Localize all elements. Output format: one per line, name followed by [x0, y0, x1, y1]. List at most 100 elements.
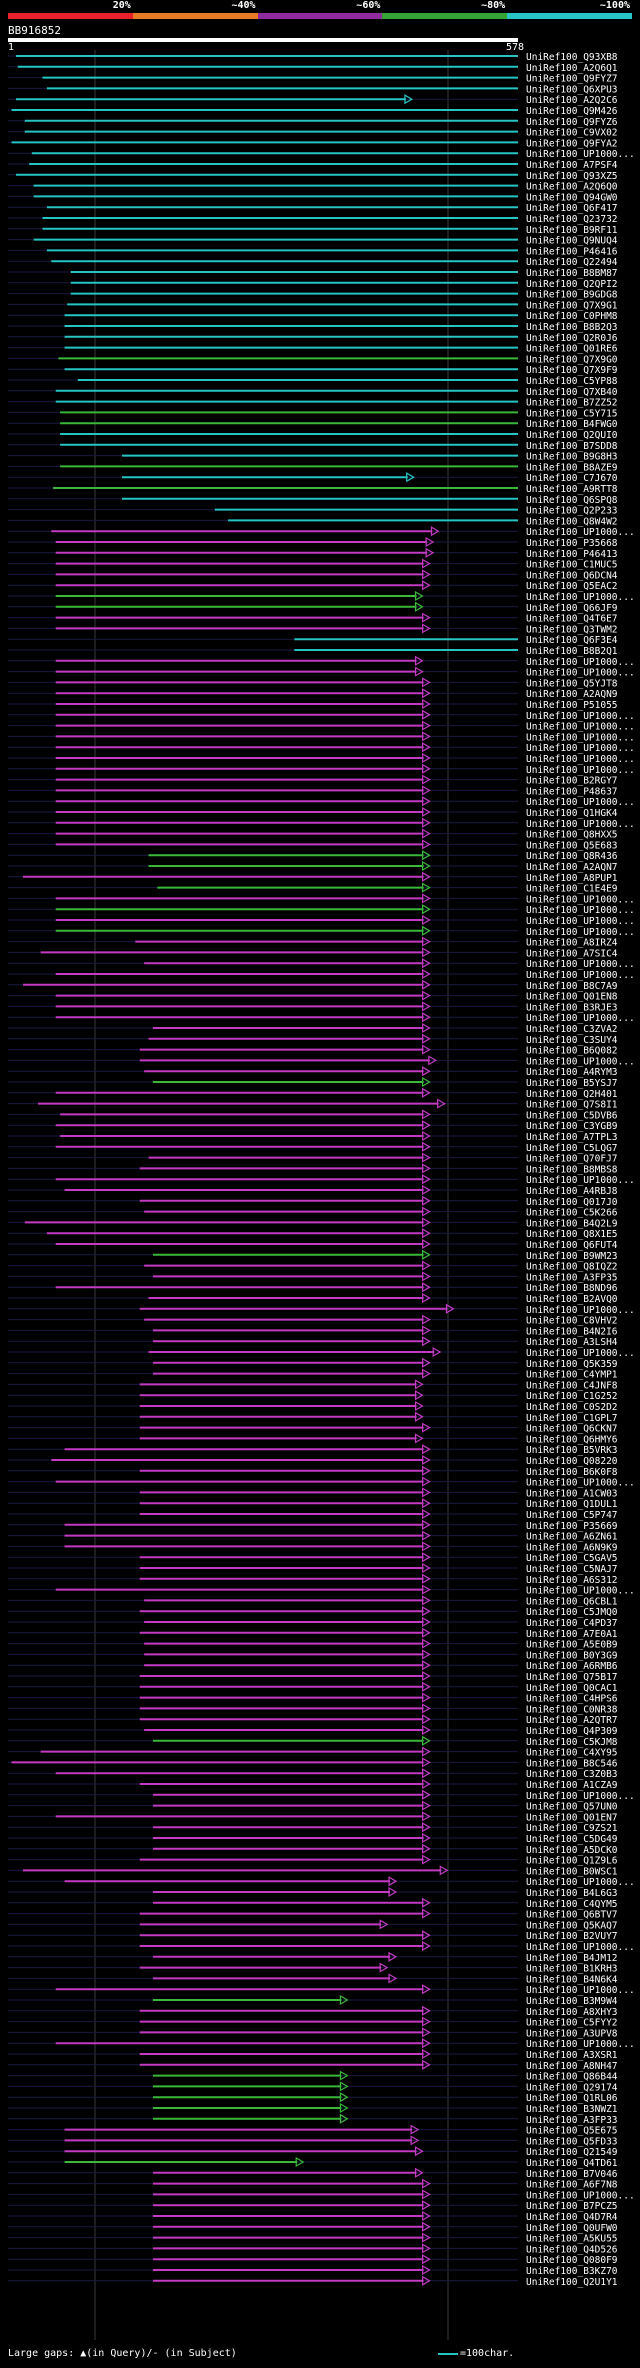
hit-arrowhead — [422, 2221, 431, 2232]
hit-arrowhead — [422, 1519, 431, 1530]
hit-label: UniRef100_P35669 — [526, 1521, 618, 1532]
identity-segment — [8, 13, 133, 19]
hit-arrowhead — [422, 2016, 431, 2027]
hit-label: UniRef100_C3SUY4 — [526, 1035, 618, 1046]
hit-label: UniRef100_C8VHV2 — [526, 1316, 618, 1327]
hit-label: UniRef100_Q2QUI0 — [526, 430, 618, 441]
hit-label: UniRef100_Q6F3E4 — [526, 635, 618, 646]
hit-label: UniRef100_A2AQN7 — [526, 862, 618, 873]
hit-label: UniRef100_B8C546 — [526, 1758, 618, 1769]
hit-label: UniRef100_A6RMB6 — [526, 1661, 618, 1672]
hit-label: UniRef100_Q23732 — [526, 214, 618, 225]
hit-arrowhead — [422, 1141, 431, 1152]
hit-label: UniRef100_Q5E675 — [526, 2126, 618, 2137]
hit-label: UniRef100_A5KU55 — [526, 2234, 618, 2245]
alignment-plot: UniRef100_Q93XB8UniRef100_A2Q6Q1UniRef10… — [8, 50, 635, 2340]
hit-label: UniRef100_Q4TD61 — [526, 2158, 618, 2169]
hit-label: UniRef100_C5Y715 — [526, 408, 618, 419]
hit-arrowhead — [414, 590, 424, 602]
hit-arrowhead — [295, 2156, 305, 2168]
hit-arrowhead — [422, 925, 431, 936]
hit-arrowhead — [422, 1703, 431, 1714]
hit-arrowhead — [422, 1228, 431, 1239]
hit-label: UniRef100_A4RBJ8 — [526, 1186, 618, 1197]
hit-arrowhead — [422, 2264, 431, 2276]
hit-label: UniRef100_A4RYM3 — [526, 1067, 618, 1078]
hit-label: UniRef100_Q6XPU3 — [526, 84, 618, 95]
hit-arrowhead — [422, 1130, 431, 1142]
hit-arrowhead — [422, 893, 431, 904]
hit-label: UniRef100_C4XY95 — [526, 1748, 618, 1759]
identity-label: 20% — [112, 0, 131, 11]
hit-arrowhead — [422, 612, 431, 623]
hit-arrowhead — [422, 1336, 431, 1347]
hit-label: UniRef100_B9WM23 — [526, 1251, 618, 1262]
hit-label: UniRef100_B3RJE3 — [526, 1002, 618, 1013]
hit-label: UniRef100_B8AZE9 — [526, 462, 618, 473]
hit-arrowhead — [422, 1292, 431, 1304]
hit-label: UniRef100_Q75B17 — [526, 1672, 618, 1683]
hit-label: UniRef100_A8NH47 — [526, 2061, 618, 2072]
hit-label: UniRef100_Q7X9G1 — [526, 300, 618, 311]
hit-arrowhead — [422, 1206, 431, 1217]
hit-arrowhead — [422, 1454, 431, 1466]
hit-label: UniRef100_Q2QPI2 — [526, 279, 618, 290]
hit-label: UniRef100_UP1000... — [526, 149, 635, 160]
hit-label: UniRef100_Q6BTV7 — [526, 1910, 618, 1921]
hit-label: UniRef100_UP1000... — [526, 722, 635, 733]
hit-arrowhead — [339, 1994, 349, 2006]
hit-arrowhead — [422, 2059, 431, 2070]
hit-label: UniRef100_UP1000... — [526, 1877, 635, 1888]
hit-label: UniRef100_B7V046 — [526, 2169, 618, 2180]
hit-arrowhead — [422, 1670, 431, 1682]
hit-arrowhead — [428, 1055, 438, 1066]
hit-label: UniRef100_UP1000... — [526, 927, 635, 938]
hit-label: UniRef100_B9GDG8 — [526, 290, 618, 301]
hit-arrowhead — [422, 1422, 431, 1433]
hit-label: UniRef100_C7J670 — [526, 473, 618, 484]
query-bar — [8, 38, 518, 42]
hit-arrowhead — [422, 1001, 431, 1012]
hit-arrowhead — [425, 536, 435, 548]
hit-arrowhead — [422, 2178, 431, 2189]
hit-label: UniRef100_A2Q6Q1 — [526, 63, 618, 74]
hit-label: UniRef100_Q29174 — [526, 2082, 618, 2093]
hit-label: UniRef100_Q4P309 — [526, 1726, 618, 1737]
hit-label: UniRef100_C5K266 — [526, 1208, 618, 1219]
identity-segment — [382, 13, 508, 19]
hit-arrowhead — [422, 1854, 431, 1865]
hit-arrowhead — [422, 1249, 431, 1260]
hit-label: UniRef100_UP1000... — [526, 527, 635, 538]
hit-arrowhead — [422, 1757, 431, 1768]
hit-arrowhead — [339, 2102, 349, 2114]
hit-arrowhead — [422, 1465, 431, 1476]
hit-arrowhead — [422, 1012, 431, 1023]
hit-label: UniRef100_Q08220 — [526, 1456, 618, 1467]
hit-label: UniRef100_Q6HMY6 — [526, 1434, 618, 1445]
hit-label: UniRef100_C0S2D2 — [526, 1402, 618, 1413]
hit-label: UniRef100_A7SIC4 — [526, 948, 618, 959]
hit-arrowhead — [422, 1282, 431, 1293]
hit-arrowhead — [422, 2243, 431, 2254]
hit-arrowhead — [422, 1714, 431, 1725]
hit-label: UniRef100_A3XSR1 — [526, 2050, 618, 2061]
hit-label: UniRef100_B1KRH3 — [526, 1964, 618, 1975]
hit-label: UniRef100_Q0UFW0 — [526, 2223, 618, 2234]
hit-label: UniRef100_Q70FJ7 — [526, 1154, 618, 1165]
hit-arrowhead — [422, 871, 431, 882]
hit-arrowhead — [422, 1692, 431, 1703]
hit-arrowhead — [422, 1724, 431, 1736]
hit-arrowhead — [414, 666, 424, 677]
hit-label: UniRef100_UP1000... — [526, 1791, 635, 1802]
hit-label: UniRef100_A6ZN61 — [526, 1532, 618, 1543]
hit-arrowhead — [422, 904, 431, 915]
hit-arrowhead — [437, 1098, 446, 1109]
hit-arrowhead — [422, 1800, 431, 1811]
identity-label: ~60% — [356, 0, 381, 11]
hit-label: UniRef100_C5NAJ7 — [526, 1564, 618, 1575]
hit-arrowhead — [422, 731, 431, 742]
hit-label: UniRef100_Q1Z9L6 — [526, 1856, 618, 1867]
hit-arrowhead — [422, 698, 431, 710]
hit-arrowhead — [339, 2113, 349, 2124]
hit-arrowhead — [422, 1076, 431, 1088]
